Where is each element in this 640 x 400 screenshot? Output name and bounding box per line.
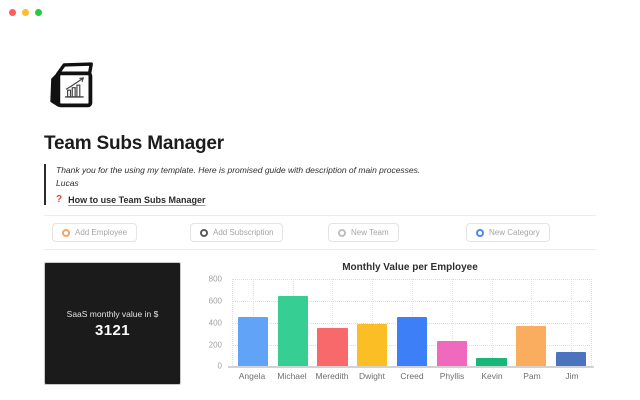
divider-top [44,215,596,217]
minimize-window-button[interactable] [22,9,29,16]
bar-slot [233,279,273,367]
bar-meredith[interactable] [317,328,348,367]
y-tick-label: 0 [217,361,222,371]
gear-icon [62,228,70,237]
x-tick-label: Phyllis [439,371,465,382]
divider-bottom [44,249,596,251]
add-subscription-label: Add Subscription [213,228,274,238]
x-tick-label: Dwight [359,371,385,382]
summary-card-value: 3121 [95,321,130,339]
window-controls [9,9,42,16]
summary-card-label: SaaS monthly value in $ [66,308,159,319]
x-tick-label: Kevin [481,371,503,382]
new-team-button[interactable]: New Team [328,223,399,243]
bar-slot [313,279,353,367]
bar-dwight[interactable] [357,324,388,367]
add-employee-button[interactable]: Add Employee [52,223,138,243]
action-buttons-row: Add Employee Add Subscription New Team N… [44,216,596,249]
page-content: Team Subs Manager Thank you for the usin… [44,0,596,386]
guide-page-link[interactable]: ? How to use Team Subs Manager [56,194,596,205]
monthly-value-chart: Monthly Value per Employee 0 200 400 600 800… [200,262,596,385]
gear-icon [476,228,484,237]
x-tick-label: Jim [565,371,579,382]
cube-chart-icon [50,62,93,108]
chart-title: Monthly Value per Employee [342,262,478,274]
x-tick-label: Angela [238,371,266,382]
x-axis-labels: Angela Michael Meredith Dwight Creed Phyllis K… [232,371,592,381]
question-mark-icon: ? [56,194,63,206]
new-team-label: New Team [351,228,389,238]
bar-slot [432,279,472,367]
bar-pam[interactable] [516,326,547,367]
new-category-button[interactable]: New Category [466,223,550,243]
bars-container [232,279,592,367]
x-tick-label: Creed [400,371,424,382]
x-tick-label: Pam [523,371,541,382]
page-title: Team Subs Manager [44,133,224,154]
bar-slot [511,279,551,367]
y-tick-label: 800 [208,274,222,284]
y-tick-label: 200 [208,340,222,350]
add-subscription-button[interactable]: Add Subscription [190,223,284,243]
new-category-label: New Category [489,228,540,238]
bar-slot [392,279,432,367]
bar-slot [273,279,313,367]
close-window-button[interactable] [9,9,16,16]
bar-slot [472,279,512,367]
y-tick-label: 600 [208,296,222,306]
add-employee-label: Add Employee [75,228,128,238]
gear-icon [338,228,346,237]
y-axis: 0 200 400 600 800 [198,275,226,371]
quote-text-line2: Lucas [56,178,79,189]
bar-phyllis[interactable] [436,341,467,367]
y-tick-label: 400 [208,318,222,328]
x-tick-label: Michael [277,371,307,382]
gear-icon [200,228,208,237]
bar-slot [352,279,392,367]
zoom-window-button[interactable] [35,9,42,16]
intro-quote-block: Thank you for the using my template. Her… [44,164,596,206]
x-axis-line [228,366,594,369]
bar-angela[interactable] [237,317,268,367]
bar-kevin[interactable] [476,357,507,367]
saas-monthly-value-card: SaaS monthly value in $ 3121 [44,262,181,386]
guide-link-label: How to use Team Subs Manager [68,194,206,205]
chart-plot-area: 0 200 400 600 800 [209,275,594,371]
bar-jim[interactable] [556,352,587,367]
bar-slot [551,279,591,367]
x-tick-label: Meredith [315,371,349,382]
bar-michael[interactable] [277,296,308,367]
quote-text-line1: Thank you for the using my template. Her… [56,165,421,175]
bar-creed[interactable] [396,316,428,367]
dashboard-row: SaaS monthly value in $ 3121 Monthly Val… [44,262,596,386]
